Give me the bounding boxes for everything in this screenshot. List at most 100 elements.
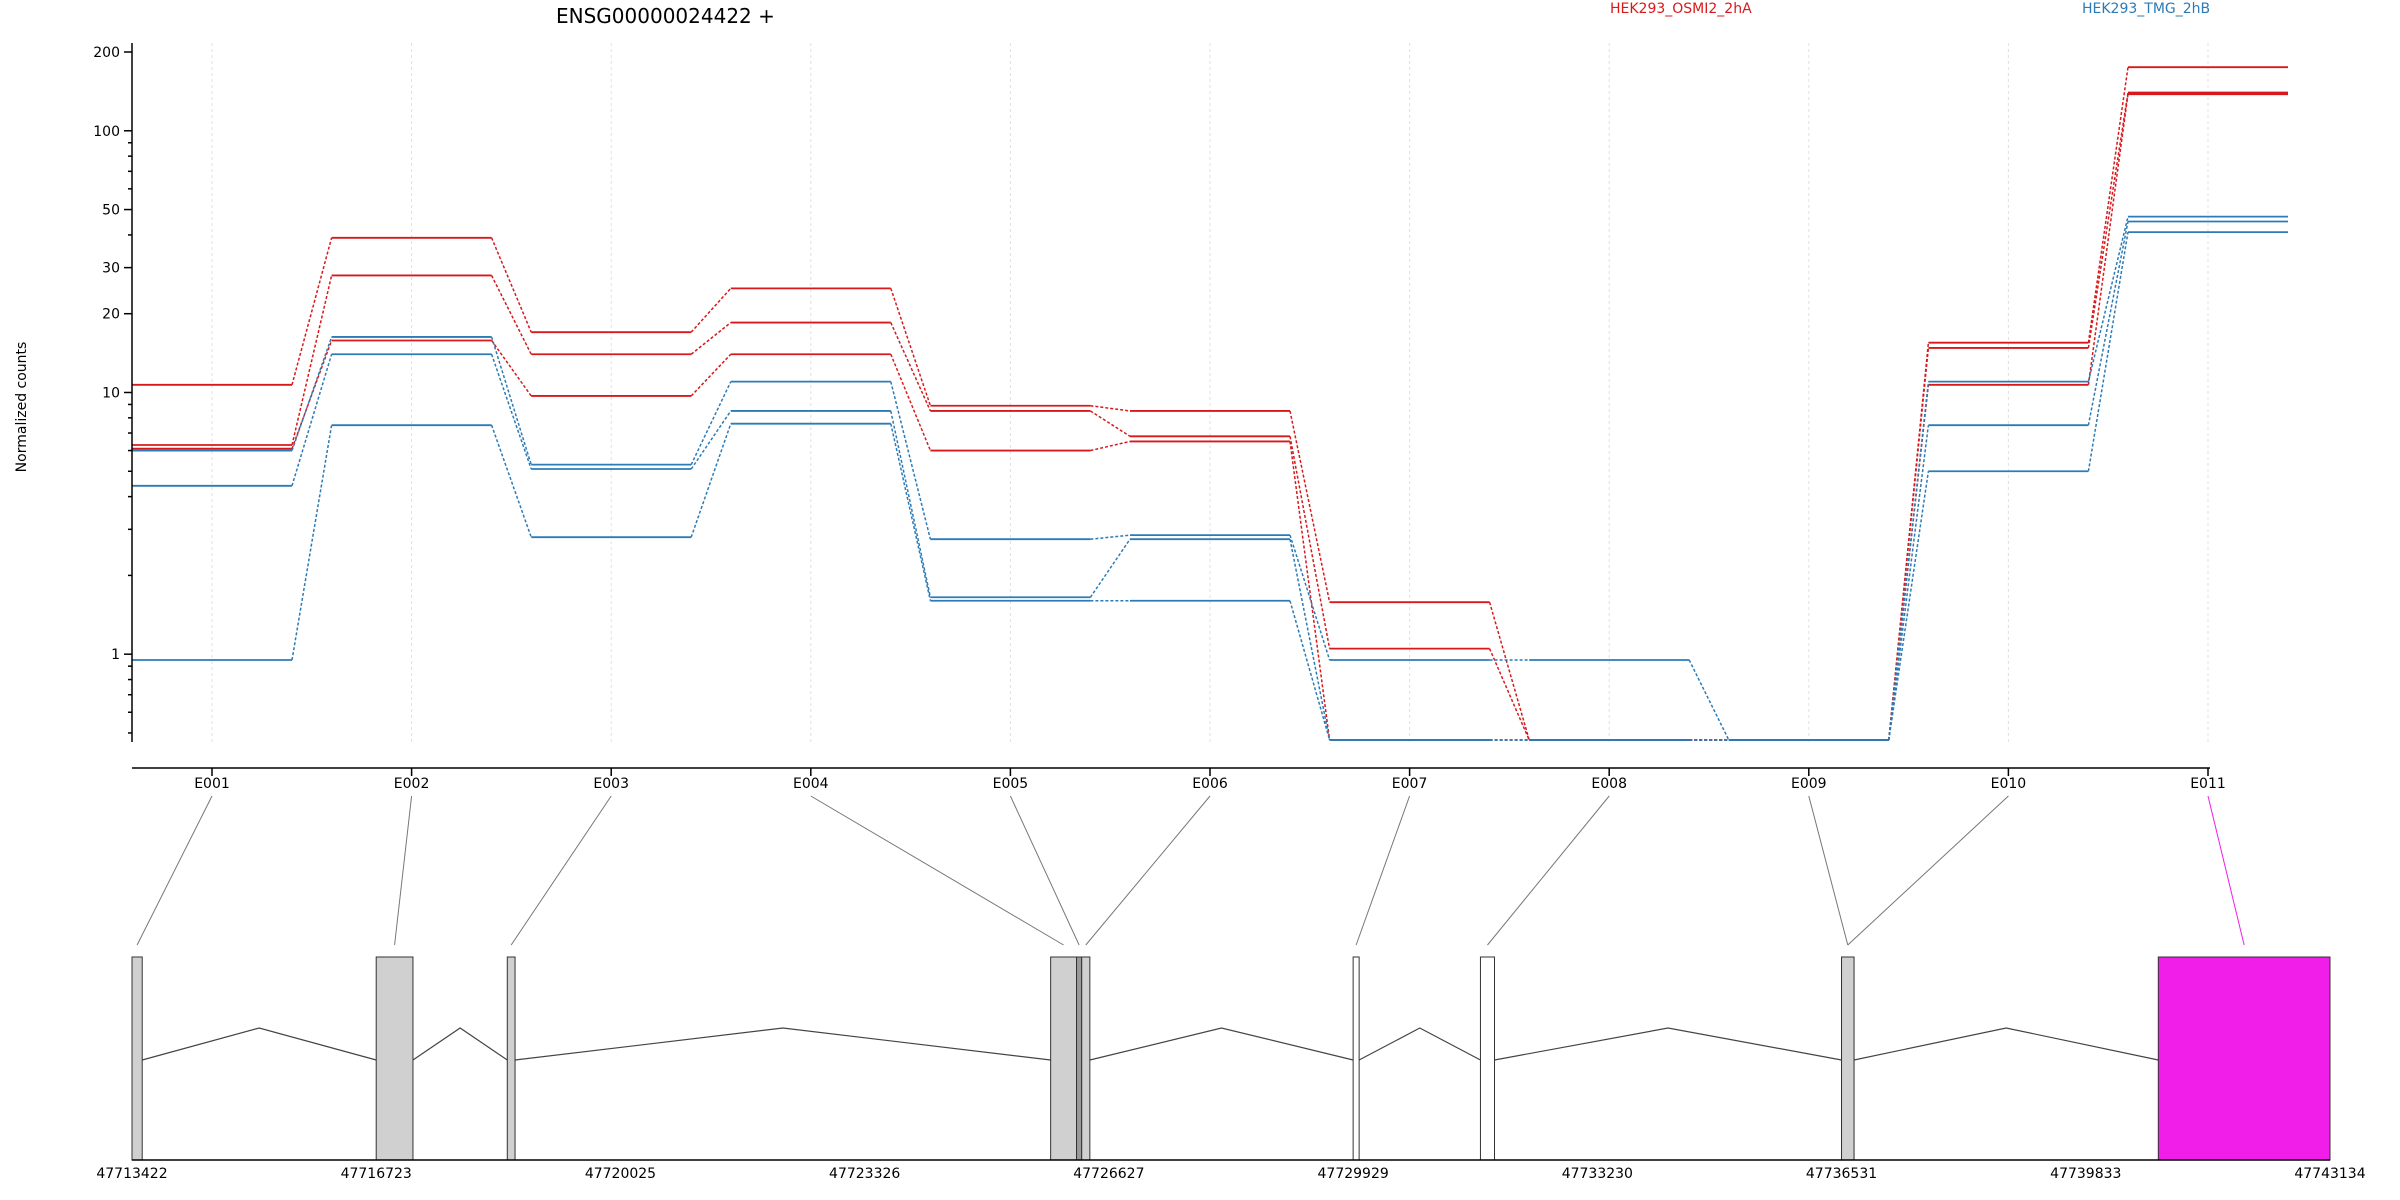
data-connector (490, 424, 532, 538)
y-tick-label: 20 (102, 307, 120, 323)
connector-e003 (510, 795, 612, 946)
data-connector (2087, 216, 2129, 382)
coordinate-label: 47726627 (1073, 1166, 1144, 1182)
data-connector (291, 425, 333, 661)
data-connector (2087, 231, 2129, 472)
data-connector (1089, 538, 1131, 598)
data-connector (1888, 347, 1930, 741)
x-tick-label-e007: E007 (1392, 776, 1428, 792)
data-connector (890, 381, 932, 540)
coordinate-label: 47733230 (1562, 1166, 1633, 1182)
y-axis-label: Normalized counts (14, 342, 30, 473)
connector-e006 (1085, 795, 1211, 946)
data-connector (890, 288, 932, 406)
data-connector (1289, 539, 1331, 741)
data-connector (1089, 410, 1131, 437)
data-connector (690, 410, 732, 470)
y-axis-ticks: 200 100 50 30 20 10 1 (93, 45, 132, 734)
data-connector (890, 353, 932, 451)
data-connector (1090, 534, 1131, 540)
data-connector (490, 353, 532, 470)
y-tick-label: 30 (102, 261, 120, 277)
data-connector (490, 237, 532, 333)
coordinate-label: 47729929 (1318, 1166, 1389, 1182)
x-tick-label-e009: E009 (1791, 776, 1827, 792)
intron (514, 1027, 1051, 1061)
x-tick-label-e001: E001 (194, 776, 230, 792)
intron (1358, 1027, 1481, 1061)
exon-e007 (1352, 956, 1360, 1161)
data-connector (690, 321, 732, 355)
data-connector (2087, 94, 2129, 385)
data-connector (490, 336, 532, 465)
series-lines (132, 66, 2288, 741)
exon-e005 (1076, 956, 1083, 1161)
connector-e009 (1808, 795, 1849, 946)
exon-connectors (136, 795, 2245, 946)
data-connector (291, 336, 333, 451)
data-connector (2087, 92, 2129, 349)
data-connector (1888, 342, 1930, 741)
connector-e001 (136, 795, 213, 946)
x-tick-label-e004: E004 (793, 776, 829, 792)
grid-lines (211, 43, 2209, 742)
chart-title: ENSG00000024422 + (556, 4, 775, 28)
x-tick-label-e002: E002 (394, 776, 430, 792)
data-connector (890, 322, 932, 412)
coordinate-label: 47713422 (96, 1166, 167, 1182)
series-6 (132, 231, 2288, 741)
connector-e007 (1355, 795, 1411, 946)
coordinate-label: 47720025 (585, 1166, 656, 1182)
data-connector (1289, 410, 1331, 603)
data-connector (690, 353, 732, 397)
y-tick-label: 10 (102, 385, 120, 401)
intron (1853, 1027, 2159, 1061)
data-connector (1090, 404, 1131, 412)
data-connector (1488, 601, 1530, 741)
data-connector (2087, 67, 2129, 343)
connector-e005 (1009, 795, 1080, 946)
data-connector (890, 410, 932, 598)
x-tick-label-e003: E003 (593, 776, 629, 792)
x-tick-label-e006: E006 (1192, 776, 1228, 792)
data-connector (690, 287, 732, 333)
connector-e010 (1847, 795, 2009, 946)
y-tick-label: 100 (93, 124, 120, 140)
exon-e001 (131, 956, 143, 1161)
y-tick-label: 200 (93, 45, 120, 61)
genomic-coordinate-labels: 47713422 47716723 47720025 47723326 47726627… (96, 1166, 2365, 1182)
coordinate-label: 47736531 (1806, 1166, 1877, 1182)
exon-e008 (1479, 956, 1496, 1161)
exon-e003 (506, 956, 516, 1161)
data-connector (1688, 659, 1730, 741)
series-4 (132, 215, 2288, 741)
exon-e011 (2157, 956, 2331, 1161)
data-connector (690, 423, 732, 538)
intron (1494, 1027, 1842, 1061)
intron (142, 1027, 377, 1061)
data-connector (1488, 648, 1530, 741)
x-axis-ticks: E001 E002 E003 E004 E005 E006 E007 E008 E009 E010… (194, 768, 2226, 792)
data-connector (490, 275, 532, 355)
connector-e008 (1487, 795, 1610, 946)
coordinate-label: 47716723 (341, 1166, 412, 1182)
x-tick-label-e008: E008 (1591, 776, 1627, 792)
data-connector (291, 340, 333, 449)
intron (1089, 1027, 1354, 1061)
x-tick-label-e011: E011 (2190, 776, 2226, 792)
connector-e002 (394, 795, 413, 946)
coordinate-label: 47739833 (2050, 1166, 2121, 1182)
data-connector (490, 340, 532, 397)
data-connector (291, 354, 333, 487)
data-connector (1289, 441, 1331, 741)
exon-e010 (1841, 956, 1855, 1161)
coordinate-label: 47723326 (829, 1166, 900, 1182)
data-connector (890, 423, 932, 601)
data-connector (1289, 600, 1331, 741)
y-tick-label: 1 (111, 647, 120, 663)
data-connector (1888, 425, 1930, 741)
data-connector (1090, 440, 1131, 452)
y-tick-label: 50 (102, 203, 120, 219)
gene-model (131, 956, 2331, 1161)
